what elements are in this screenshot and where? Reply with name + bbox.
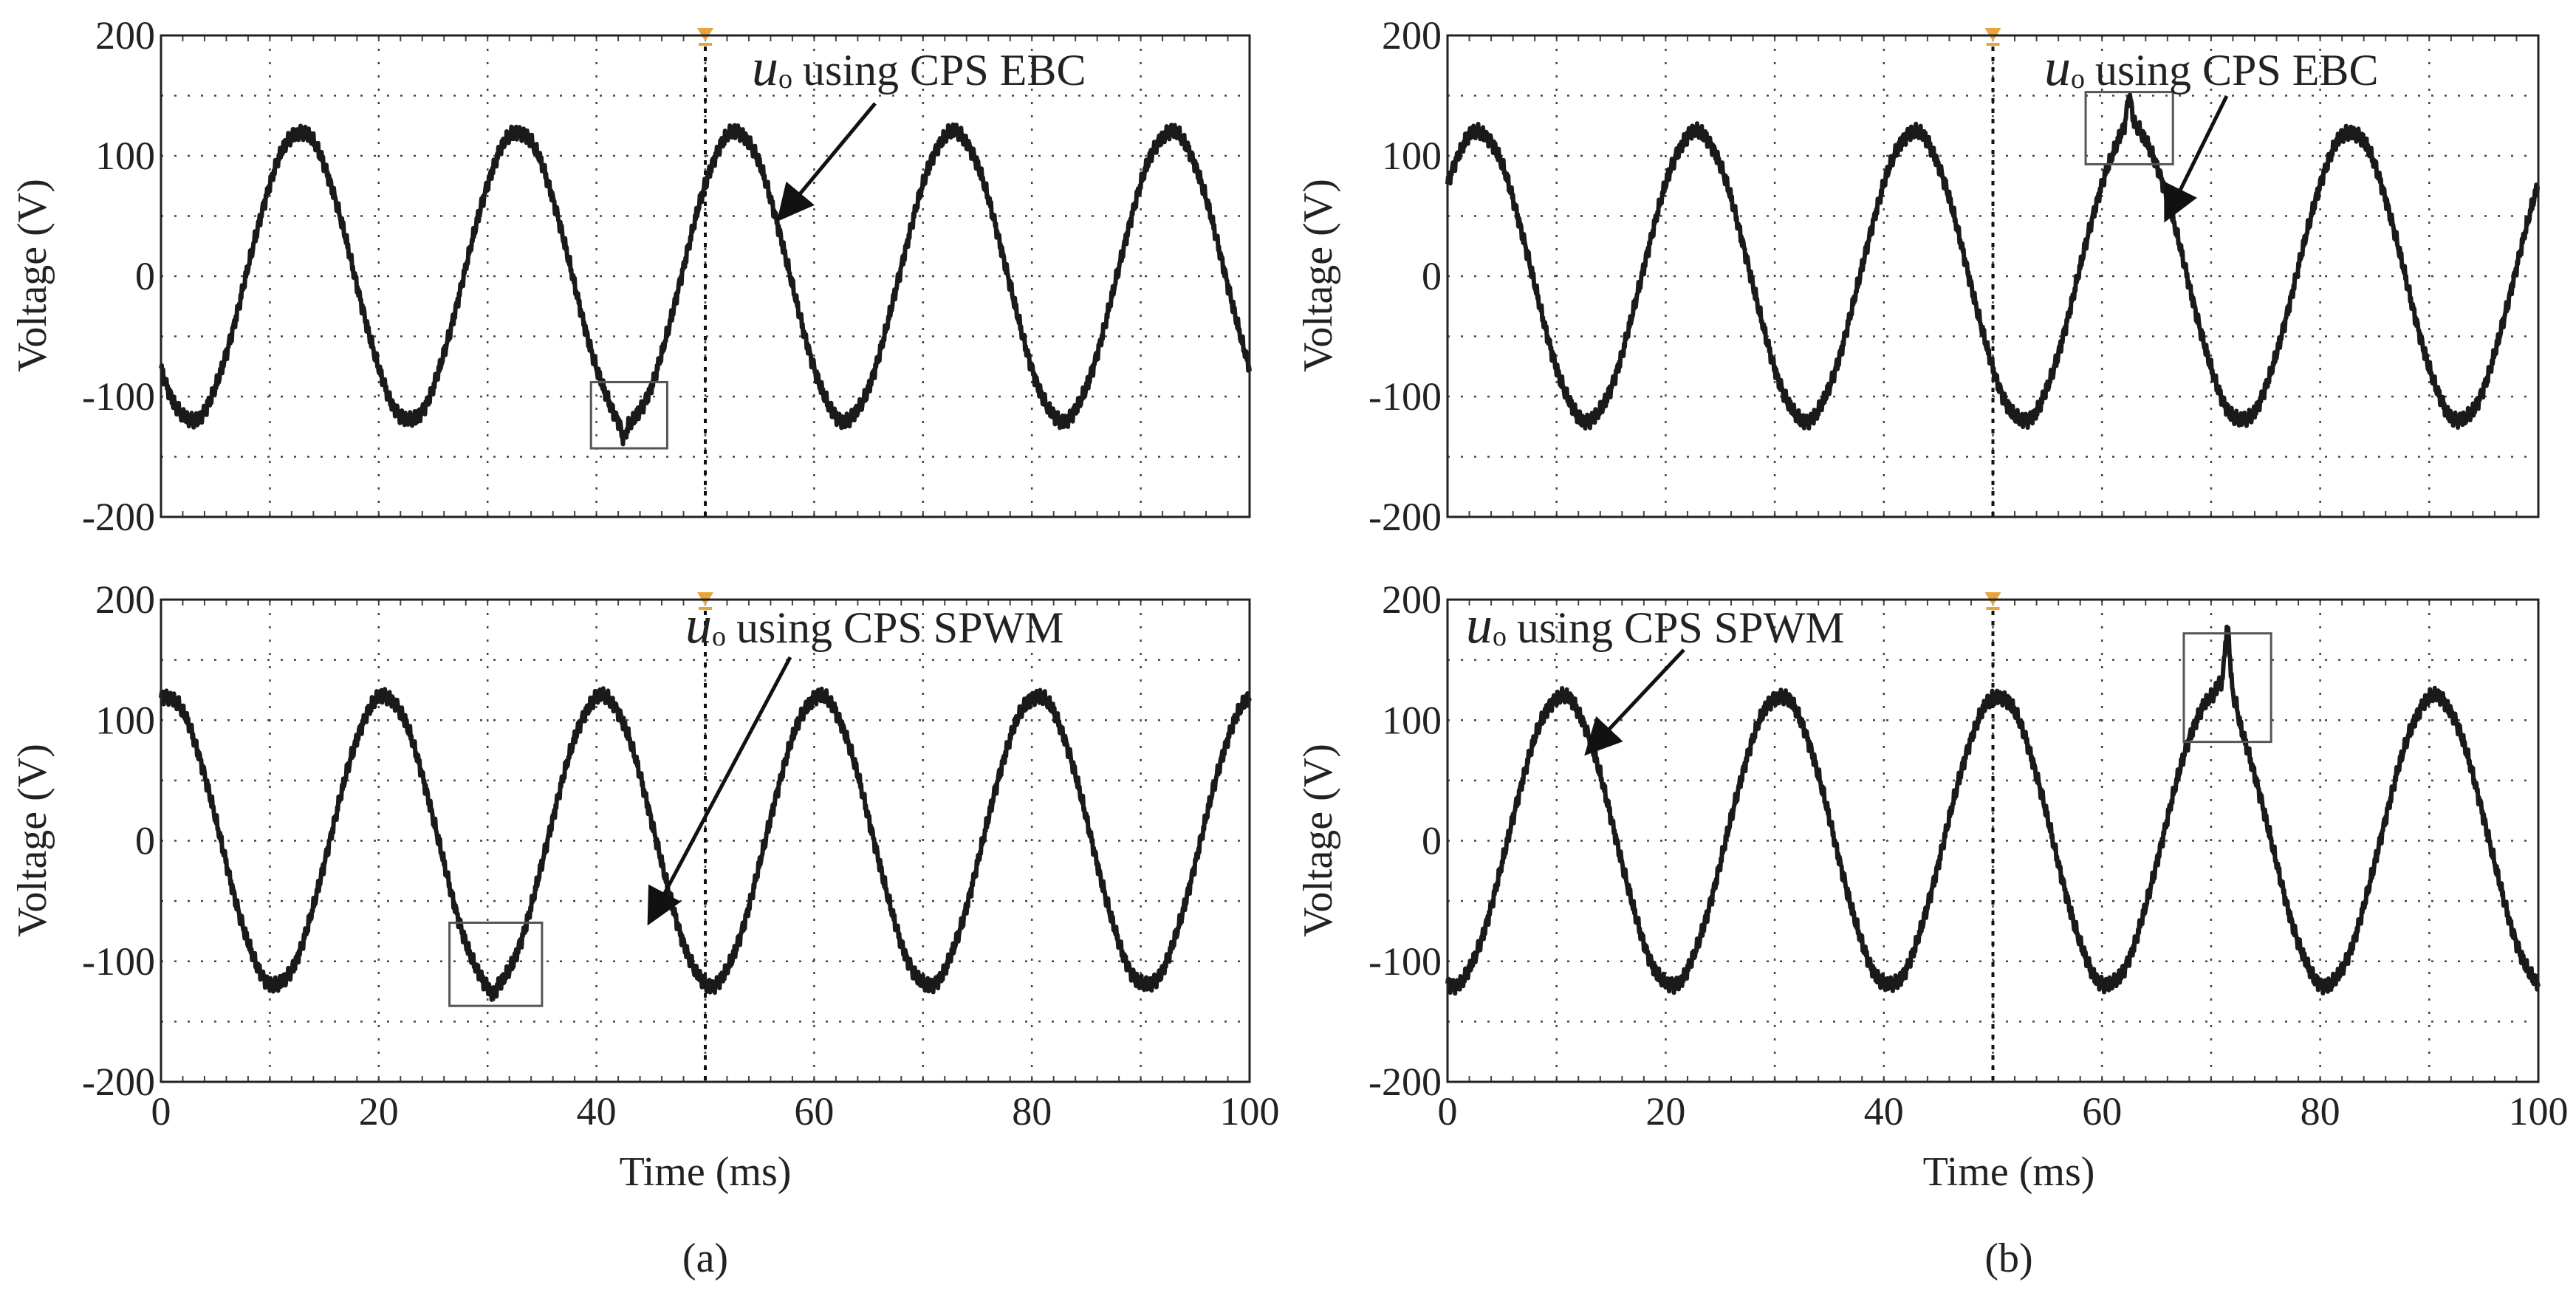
grid xyxy=(161,600,1250,1082)
trigger-marker-icon xyxy=(1984,28,2001,517)
x-tick-label: 60 xyxy=(794,1089,834,1134)
plot-frame xyxy=(1446,598,2540,1083)
y-tick-label: 200 xyxy=(95,13,155,58)
y-tick-label: -100 xyxy=(82,374,155,419)
x-tick-label: 80 xyxy=(1012,1089,1052,1134)
annotation-subscript: o xyxy=(2071,64,2085,95)
y-tick-label: 0 xyxy=(1422,819,1442,863)
annotation-arrow xyxy=(1584,648,1685,756)
panel-a-bottom-chart: 200 100 0 -100 -200 0 20 40 60 80 100 Voltage (V)… xyxy=(10,577,1280,1195)
x-tick-label: 20 xyxy=(1645,1089,1685,1134)
x-axis-label: Time (ms) xyxy=(620,1149,792,1195)
x-axis-label: Time (ms) xyxy=(1923,1149,2095,1195)
series-annotation: uo using CPS SPWM xyxy=(647,595,1064,926)
y-tick-label: -100 xyxy=(1368,939,1442,984)
plot-frame xyxy=(160,598,1251,1083)
waveform-line xyxy=(1445,624,2541,996)
annotation-text: using CPS SPWM xyxy=(736,603,1064,652)
y-tick-label: -200 xyxy=(1368,495,1442,539)
panel-b-top-chart: 200 100 0 -100 -200 Voltage (V) uo using CPS … xyxy=(1295,13,2541,539)
annotation-subscript: o xyxy=(778,64,792,95)
x-tick-label: 80 xyxy=(2301,1089,2340,1134)
x-tick-label: 0 xyxy=(1438,1089,1458,1134)
annotation-text: using CPS EBC xyxy=(2095,46,2378,95)
panel-b-bottom-chart: 200 100 0 -100 -200 0 20 40 60 80 100 Voltage (V)… xyxy=(1295,577,2569,1195)
annotation-arrow xyxy=(647,656,792,926)
waveform-line xyxy=(1445,92,2541,431)
y-tick-label: -100 xyxy=(82,939,155,984)
x-tick-label: 0 xyxy=(151,1089,171,1134)
y-axis-label: Voltage (V) xyxy=(10,744,55,937)
x-tick-label: 100 xyxy=(2509,1089,2569,1134)
y-tick-label: -100 xyxy=(1368,374,1442,419)
annotation-symbol: u xyxy=(2044,38,2071,97)
y-tick-label: 0 xyxy=(1422,254,1442,298)
disturbance-highlight-box xyxy=(2084,91,2174,165)
x-tick-label: 60 xyxy=(2082,1089,2122,1134)
panel-a-top-chart: 200 100 0 -100 -200 Voltage (V) uo using CPS … xyxy=(10,13,1252,539)
plot-frame xyxy=(1446,34,2540,518)
annotation-subscript: o xyxy=(1493,621,1507,652)
y-tick-label: 0 xyxy=(135,819,155,863)
annotation-text: using CPS SPWM xyxy=(1517,603,1845,652)
waveform-line xyxy=(159,686,1252,1002)
y-tick-label: -200 xyxy=(82,495,155,539)
x-tick-label: 20 xyxy=(359,1089,399,1134)
y-tick-label: 100 xyxy=(1382,698,1442,742)
y-tick-label: 200 xyxy=(1382,13,1442,58)
x-tick-label: 100 xyxy=(1220,1089,1280,1134)
trigger-marker-icon xyxy=(1984,592,2001,1082)
y-axis-label: Voltage (V) xyxy=(1295,179,1341,372)
annotation-symbol: u xyxy=(1466,595,1493,654)
plot-frame xyxy=(160,34,1251,518)
y-tick-label: 100 xyxy=(1382,134,1442,178)
subfigure-label-a: (a) xyxy=(682,1235,728,1281)
annotation-symbol: u xyxy=(752,38,778,97)
y-tick-label: -200 xyxy=(82,1060,155,1104)
y-tick-label: 200 xyxy=(1382,577,1442,622)
annotation-arrow xyxy=(776,102,877,222)
series-annotation: uo using CPS SPWM xyxy=(1466,595,1845,756)
y-axis-label: Voltage (V) xyxy=(1295,744,1341,937)
waveform-line xyxy=(159,122,1252,447)
y-tick-label: 200 xyxy=(95,577,155,622)
y-tick-label: -200 xyxy=(1368,1060,1442,1104)
annotation-text: using CPS EBC xyxy=(803,46,1086,95)
disturbance-highlight-box xyxy=(2182,632,2272,744)
y-tick-label: 0 xyxy=(135,254,155,298)
trigger-marker-icon xyxy=(697,28,713,517)
y-tick-label: 100 xyxy=(95,698,155,742)
disturbance-highlight-box xyxy=(448,922,544,1007)
annotation-symbol: u xyxy=(685,595,712,654)
x-tick-label: 40 xyxy=(577,1089,617,1134)
series-annotation: uo using CPS EBC xyxy=(752,38,1086,222)
y-tick-label: 100 xyxy=(95,134,155,178)
annotation-arrow xyxy=(2164,95,2229,223)
subfigure-label-b: (b) xyxy=(1984,1235,2032,1281)
y-axis-label: Voltage (V) xyxy=(10,179,55,372)
trigger-marker-icon xyxy=(697,592,713,1082)
disturbance-highlight-box xyxy=(589,380,668,450)
series-annotation: uo using CPS EBC xyxy=(2044,38,2378,223)
annotation-subscript: o xyxy=(712,621,726,652)
x-tick-label: 40 xyxy=(1864,1089,1904,1134)
